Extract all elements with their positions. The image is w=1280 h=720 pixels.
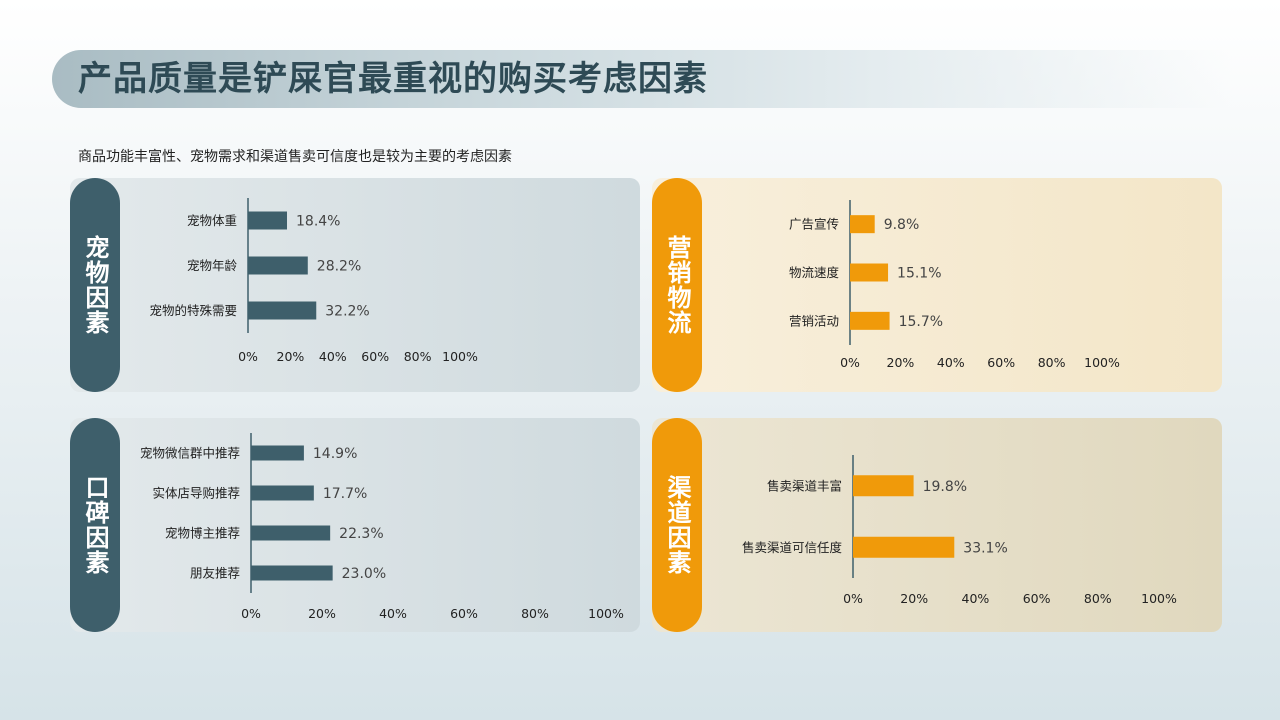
category-label: 营销活动 — [789, 313, 839, 328]
value-label: 33.1% — [963, 540, 1007, 556]
tick-label: 20% — [308, 606, 336, 621]
panel-marketing-logistics: 营销物流 广告宣传 9.8% 物流速度 15.1% 营销活动 15.7% 0% 20% 40% 6… — [652, 178, 1222, 392]
category-label: 朋友推荐 — [190, 566, 240, 581]
page-title: 产品质量是铲屎官最重视的购买考虑因素 — [78, 59, 708, 99]
bar — [850, 311, 890, 330]
side-tab-word-of-mouth: 口碑因素 — [70, 418, 120, 632]
value-label: 18.4% — [296, 214, 340, 230]
tick-label: 0% — [241, 606, 261, 621]
tick-label: 0% — [843, 591, 863, 606]
tick-label: 60% — [361, 349, 389, 364]
tick-label: 60% — [1023, 591, 1051, 606]
category-label: 售卖渠道丰富 — [767, 478, 842, 493]
value-label: 23.0% — [342, 566, 386, 582]
side-tab-pet-factors: 宠物因素 — [70, 178, 120, 392]
tick-label: 20% — [887, 355, 915, 370]
tick-label: 20% — [900, 591, 928, 606]
category-label: 物流速度 — [789, 265, 840, 280]
tick-label: 0% — [840, 355, 860, 370]
bar — [251, 565, 333, 581]
bar-chart-pet-factors: 宠物体重 18.4% 宠物年龄 28.2% 宠物的特殊需要 32.2% 0% 20% 40% 60… — [149, 198, 478, 364]
side-tab-label: 宠物因素 — [81, 235, 109, 335]
bar — [850, 215, 875, 234]
side-tab-label: 营销物流 — [663, 235, 691, 335]
side-tab-label: 渠道因素 — [663, 475, 691, 575]
category-label: 宠物的特殊需要 — [149, 303, 237, 318]
title-band — [52, 50, 1232, 108]
panel-channel-factors: 渠道因素 售卖渠道丰富 19.8% 售卖渠道可信任度 33.1% 0% 20% 40% 60%… — [652, 418, 1222, 632]
bar — [248, 256, 308, 275]
tick-label: 0% — [238, 349, 258, 364]
side-tab-channel-factors: 渠道因素 — [652, 418, 702, 632]
value-label: 15.7% — [899, 314, 943, 330]
bar — [248, 211, 288, 230]
tick-label: 100% — [442, 349, 478, 364]
tick-label: 80% — [521, 606, 549, 621]
category-label: 宠物微信群中推荐 — [140, 446, 240, 461]
tick-label: 20% — [277, 349, 305, 364]
side-tab-label: 口碑因素 — [81, 475, 109, 575]
tick-label: 80% — [404, 349, 432, 364]
bar-chart-word-of-mouth: 宠物微信群中推荐 14.9% 实体店导购推荐 17.7% 宠物博主推荐 22.3% 朋友推荐… — [140, 433, 624, 621]
category-label: 宠物年龄 — [187, 258, 238, 273]
bar — [251, 525, 331, 541]
tick-label: 40% — [937, 355, 965, 370]
value-label: 22.3% — [339, 526, 383, 542]
bar — [248, 301, 317, 320]
bar — [853, 536, 955, 558]
side-tab-marketing-logistics: 营销物流 — [652, 178, 702, 392]
page-subtitle: 商品功能丰富性、宠物需求和渠道售卖可信度也是较为主要的考虑因素 — [78, 149, 512, 165]
tick-label: 60% — [450, 606, 478, 621]
bar — [850, 263, 889, 282]
tick-label: 40% — [962, 591, 990, 606]
panel-word-of-mouth: 口碑因素 宠物微信群中推荐 14.9% 实体店导购推荐 17.7% 宠物博主推荐 22.3… — [70, 418, 640, 632]
tick-label: 80% — [1084, 591, 1112, 606]
bar — [853, 475, 914, 497]
tick-label: 100% — [1141, 591, 1177, 606]
tick-label: 40% — [379, 606, 407, 621]
category-label: 宠物博主推荐 — [165, 526, 240, 541]
category-label: 实体店导购推荐 — [152, 486, 240, 501]
bar — [251, 445, 304, 461]
panel-pet-factors: 宠物因素 宠物体重 18.4% 宠物年龄 28.2% 宠物的特殊需要 32.2% 0% 20%… — [70, 178, 640, 392]
bar-chart-marketing-logistics: 广告宣传 9.8% 物流速度 15.1% 营销活动 15.7% 0% 20% 40% 60% 80%… — [789, 200, 1120, 370]
category-label: 宠物体重 — [187, 213, 237, 228]
value-label: 17.7% — [323, 486, 367, 502]
category-label: 广告宣传 — [789, 217, 839, 232]
tick-label: 60% — [987, 355, 1015, 370]
tick-label: 80% — [1038, 355, 1066, 370]
value-label: 19.8% — [923, 479, 967, 495]
bar — [251, 485, 314, 501]
tick-label: 40% — [319, 349, 347, 364]
category-label: 售卖渠道可信任度 — [742, 540, 843, 555]
value-label: 9.8% — [884, 217, 920, 233]
value-label: 32.2% — [325, 304, 369, 320]
tick-label: 100% — [588, 606, 624, 621]
bar-chart-channel-factors: 售卖渠道丰富 19.8% 售卖渠道可信任度 33.1% 0% 20% 40% 60% 80% 10… — [742, 455, 1177, 606]
value-label: 28.2% — [317, 259, 361, 275]
value-label: 14.9% — [313, 446, 357, 462]
tick-label: 100% — [1084, 355, 1120, 370]
value-label: 15.1% — [897, 266, 941, 282]
